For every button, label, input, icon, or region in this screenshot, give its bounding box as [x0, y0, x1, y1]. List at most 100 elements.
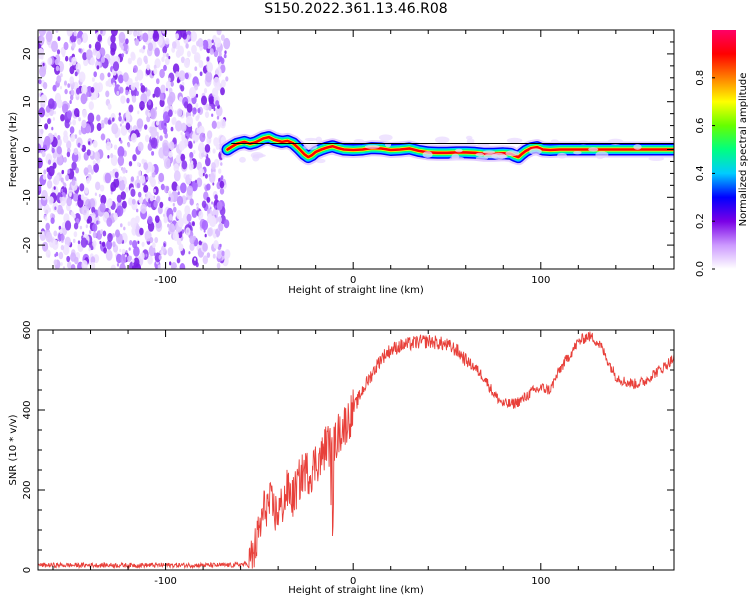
- noise-speck: [150, 177, 156, 188]
- noise-speck: [216, 250, 222, 259]
- noise-speck: [107, 72, 111, 78]
- spectrogram-y-tick-label-4: 20: [22, 48, 33, 61]
- noise-speck: [212, 253, 216, 259]
- noise-speck: [218, 51, 222, 57]
- noise-speck: [102, 230, 107, 237]
- noise-speck: [139, 227, 144, 236]
- noise-speck: [211, 113, 214, 117]
- noise-speck: [139, 49, 142, 53]
- noise-speck: [157, 264, 161, 269]
- snr-axes: -100 0 100 0 200 400 600: [22, 320, 674, 587]
- noise-speck: [157, 206, 163, 215]
- noise-speck: [168, 77, 171, 82]
- noise-speck: [81, 260, 88, 269]
- snr-point: [287, 489, 288, 490]
- noise-speck: [198, 244, 201, 249]
- noise-speck: [193, 150, 196, 154]
- noise-speck: [125, 89, 129, 96]
- noise-speck: [168, 214, 173, 221]
- noise-speck: [204, 111, 210, 118]
- noise-speck: [42, 144, 48, 152]
- noise-speck: [71, 56, 77, 66]
- noise-speck: [100, 229, 104, 235]
- snr-point: [332, 449, 333, 450]
- noise-speck: [80, 145, 83, 149]
- noise-speck: [107, 155, 110, 159]
- spectrogram-x-tick-label-2: 100: [531, 275, 550, 286]
- colorbar-label: Normalized spectral amplitude: [738, 73, 749, 227]
- noise-speck: [56, 49, 61, 55]
- noise-speck: [218, 168, 222, 174]
- noise-speck: [180, 122, 187, 132]
- snr-point: [362, 389, 363, 390]
- noise-speck: [188, 142, 193, 149]
- noise-speck: [173, 163, 180, 173]
- noise-speck: [140, 203, 147, 214]
- noise-speck: [113, 212, 118, 221]
- noise-speck: [218, 178, 221, 182]
- noise-speck: [146, 176, 149, 181]
- noise-speck: [121, 248, 126, 255]
- noise-speck: [194, 108, 197, 112]
- noise-speck: [149, 164, 155, 173]
- noise-speck: [189, 157, 192, 162]
- noise-speck: [171, 181, 178, 192]
- noise-speck: [213, 137, 220, 147]
- noise-speck: [186, 34, 190, 41]
- noise-speck: [110, 34, 116, 44]
- noise-speck: [131, 95, 137, 103]
- noise-speck: [124, 254, 127, 258]
- snr-point: [315, 461, 316, 462]
- spectrogram-x-axis-label: Height of straight line (km): [288, 285, 424, 296]
- noise-speck: [152, 93, 156, 98]
- noise-speck: [118, 31, 126, 44]
- noise-speck: [146, 64, 151, 71]
- noise-speck: [181, 160, 188, 170]
- ridge-blob: [588, 147, 599, 152]
- noise-speck: [69, 62, 72, 67]
- noise-speck: [82, 48, 85, 52]
- noise-speck: [155, 106, 158, 110]
- noise-speck: [112, 82, 116, 87]
- noise-speck: [170, 106, 173, 111]
- noise-speck: [220, 175, 224, 180]
- colorbar-tick-label-1: 0.2: [695, 213, 706, 229]
- colorbar-tick-label-2: 0.4: [695, 165, 706, 181]
- noise-speck: [130, 217, 137, 229]
- ridge-blob: [449, 156, 465, 161]
- noise-speck: [203, 150, 207, 156]
- noise-speck: [42, 82, 48, 90]
- noise-speck: [175, 120, 183, 132]
- noise-speck: [90, 57, 95, 66]
- noise-speck: [165, 37, 170, 45]
- snr-point: [531, 391, 532, 392]
- noise-speck: [125, 187, 129, 193]
- snr-point: [343, 425, 344, 426]
- noise-speck: [169, 261, 172, 266]
- noise-speck: [69, 121, 72, 125]
- noise-speck: [211, 201, 214, 205]
- noise-speck: [176, 108, 183, 117]
- noise-speck: [42, 62, 45, 67]
- noise-speck: [38, 30, 46, 37]
- noise-speck: [59, 196, 62, 201]
- noise-speck: [168, 55, 171, 60]
- noise-speck: [88, 44, 92, 49]
- noise-speck: [124, 180, 127, 185]
- noise-speck: [117, 155, 125, 166]
- snr-point: [338, 433, 339, 434]
- noise-speck: [171, 262, 177, 269]
- noise-speck: [175, 156, 179, 162]
- noise-speck: [45, 222, 50, 231]
- snr-point: [309, 473, 310, 474]
- noise-speck: [77, 113, 80, 118]
- snr-point: [653, 373, 654, 374]
- noise-speck: [59, 86, 63, 90]
- noise-speck: [185, 43, 189, 49]
- noise-speck: [99, 202, 106, 213]
- snr-y-tick-label-1: 200: [22, 480, 33, 499]
- noise-speck: [105, 249, 113, 261]
- noise-speck: [72, 119, 76, 126]
- noise-speck: [206, 183, 211, 191]
